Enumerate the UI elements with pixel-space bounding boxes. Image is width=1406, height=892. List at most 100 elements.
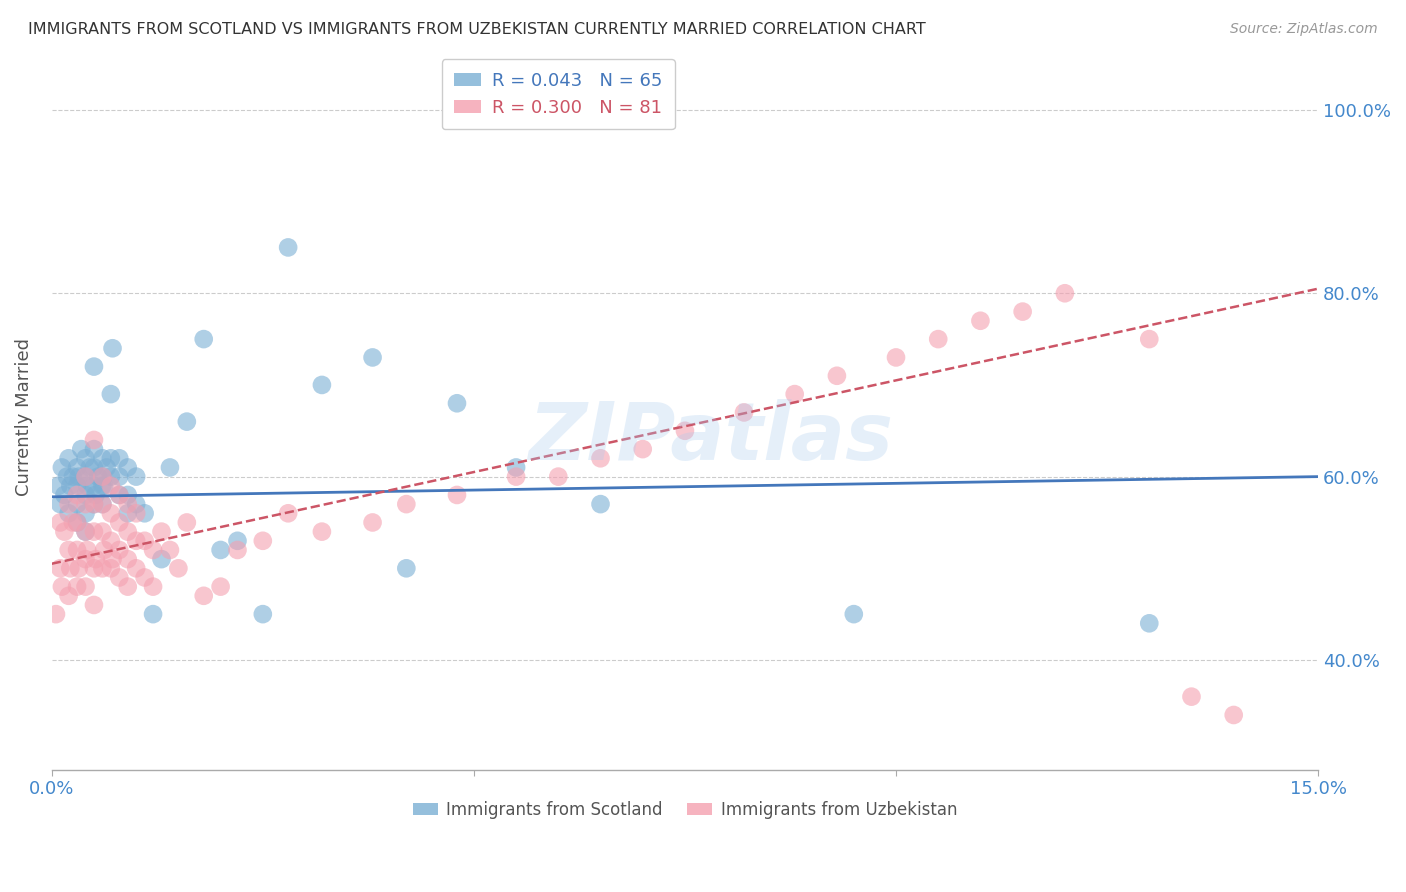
Point — [75, 469, 97, 483]
Point — [100, 469, 122, 483]
Legend: Immigrants from Scotland, Immigrants from Uzbekistan: Immigrants from Scotland, Immigrants fro… — [406, 794, 965, 825]
Point — [84, 488, 107, 502]
Point — [159, 460, 181, 475]
Point — [108, 469, 131, 483]
Point — [277, 506, 299, 520]
Point — [117, 497, 139, 511]
Y-axis label: Currently Married: Currently Married — [15, 338, 32, 496]
Point — [395, 497, 418, 511]
Point — [108, 488, 131, 502]
Point — [395, 561, 418, 575]
Point — [277, 240, 299, 254]
Point — [631, 442, 654, 456]
Point — [91, 469, 114, 483]
Point — [150, 524, 173, 539]
Point — [58, 497, 80, 511]
Point — [66, 543, 89, 558]
Point — [53, 524, 76, 539]
Point — [167, 561, 190, 575]
Point — [83, 497, 105, 511]
Point — [66, 460, 89, 475]
Point — [134, 533, 156, 548]
Point — [209, 543, 232, 558]
Point — [142, 607, 165, 621]
Point — [45, 607, 67, 621]
Point — [83, 479, 105, 493]
Point — [66, 516, 89, 530]
Point — [589, 497, 612, 511]
Point — [51, 460, 73, 475]
Point — [96, 460, 118, 475]
Point — [75, 524, 97, 539]
Point — [842, 607, 865, 621]
Point — [125, 469, 148, 483]
Point — [547, 469, 569, 483]
Point — [446, 488, 468, 502]
Point — [91, 561, 114, 575]
Point — [361, 516, 384, 530]
Point — [76, 479, 98, 493]
Point — [100, 479, 122, 493]
Point — [49, 497, 72, 511]
Point — [91, 497, 114, 511]
Point — [193, 589, 215, 603]
Point — [83, 497, 105, 511]
Point — [58, 451, 80, 466]
Point — [100, 506, 122, 520]
Point — [87, 469, 110, 483]
Point — [83, 442, 105, 456]
Point — [75, 524, 97, 539]
Point — [142, 580, 165, 594]
Point — [125, 533, 148, 548]
Point — [117, 580, 139, 594]
Point — [505, 469, 527, 483]
Point — [134, 570, 156, 584]
Point — [100, 451, 122, 466]
Text: ZIPatlas: ZIPatlas — [527, 400, 893, 477]
Point — [75, 469, 97, 483]
Point — [134, 506, 156, 520]
Point — [108, 451, 131, 466]
Point — [969, 314, 991, 328]
Point — [108, 543, 131, 558]
Point — [53, 488, 76, 502]
Point — [58, 543, 80, 558]
Point — [101, 341, 124, 355]
Point — [1222, 708, 1244, 723]
Point — [91, 469, 114, 483]
Point — [100, 387, 122, 401]
Point — [93, 543, 115, 558]
Point — [58, 506, 80, 520]
Point — [83, 460, 105, 475]
Point — [83, 561, 105, 575]
Text: IMMIGRANTS FROM SCOTLAND VS IMMIGRANTS FROM UZBEKISTAN CURRENTLY MARRIED CORRELA: IMMIGRANTS FROM SCOTLAND VS IMMIGRANTS F… — [28, 22, 927, 37]
Point — [67, 469, 90, 483]
Point — [884, 351, 907, 365]
Point — [108, 516, 131, 530]
Point — [66, 479, 89, 493]
Point — [125, 497, 148, 511]
Point — [66, 497, 89, 511]
Point — [311, 378, 333, 392]
Point — [66, 580, 89, 594]
Point — [1011, 304, 1033, 318]
Point — [117, 552, 139, 566]
Text: Source: ZipAtlas.com: Source: ZipAtlas.com — [1230, 22, 1378, 37]
Point — [733, 405, 755, 419]
Point — [83, 359, 105, 374]
Point — [108, 570, 131, 584]
Point — [117, 488, 139, 502]
Point — [125, 561, 148, 575]
Point — [226, 543, 249, 558]
Point — [117, 506, 139, 520]
Point — [1137, 616, 1160, 631]
Point — [100, 561, 122, 575]
Point — [76, 543, 98, 558]
Point — [66, 488, 89, 502]
Point — [108, 488, 131, 502]
Point — [446, 396, 468, 410]
Point — [75, 552, 97, 566]
Point — [48, 479, 70, 493]
Point — [70, 442, 93, 456]
Point — [176, 516, 198, 530]
